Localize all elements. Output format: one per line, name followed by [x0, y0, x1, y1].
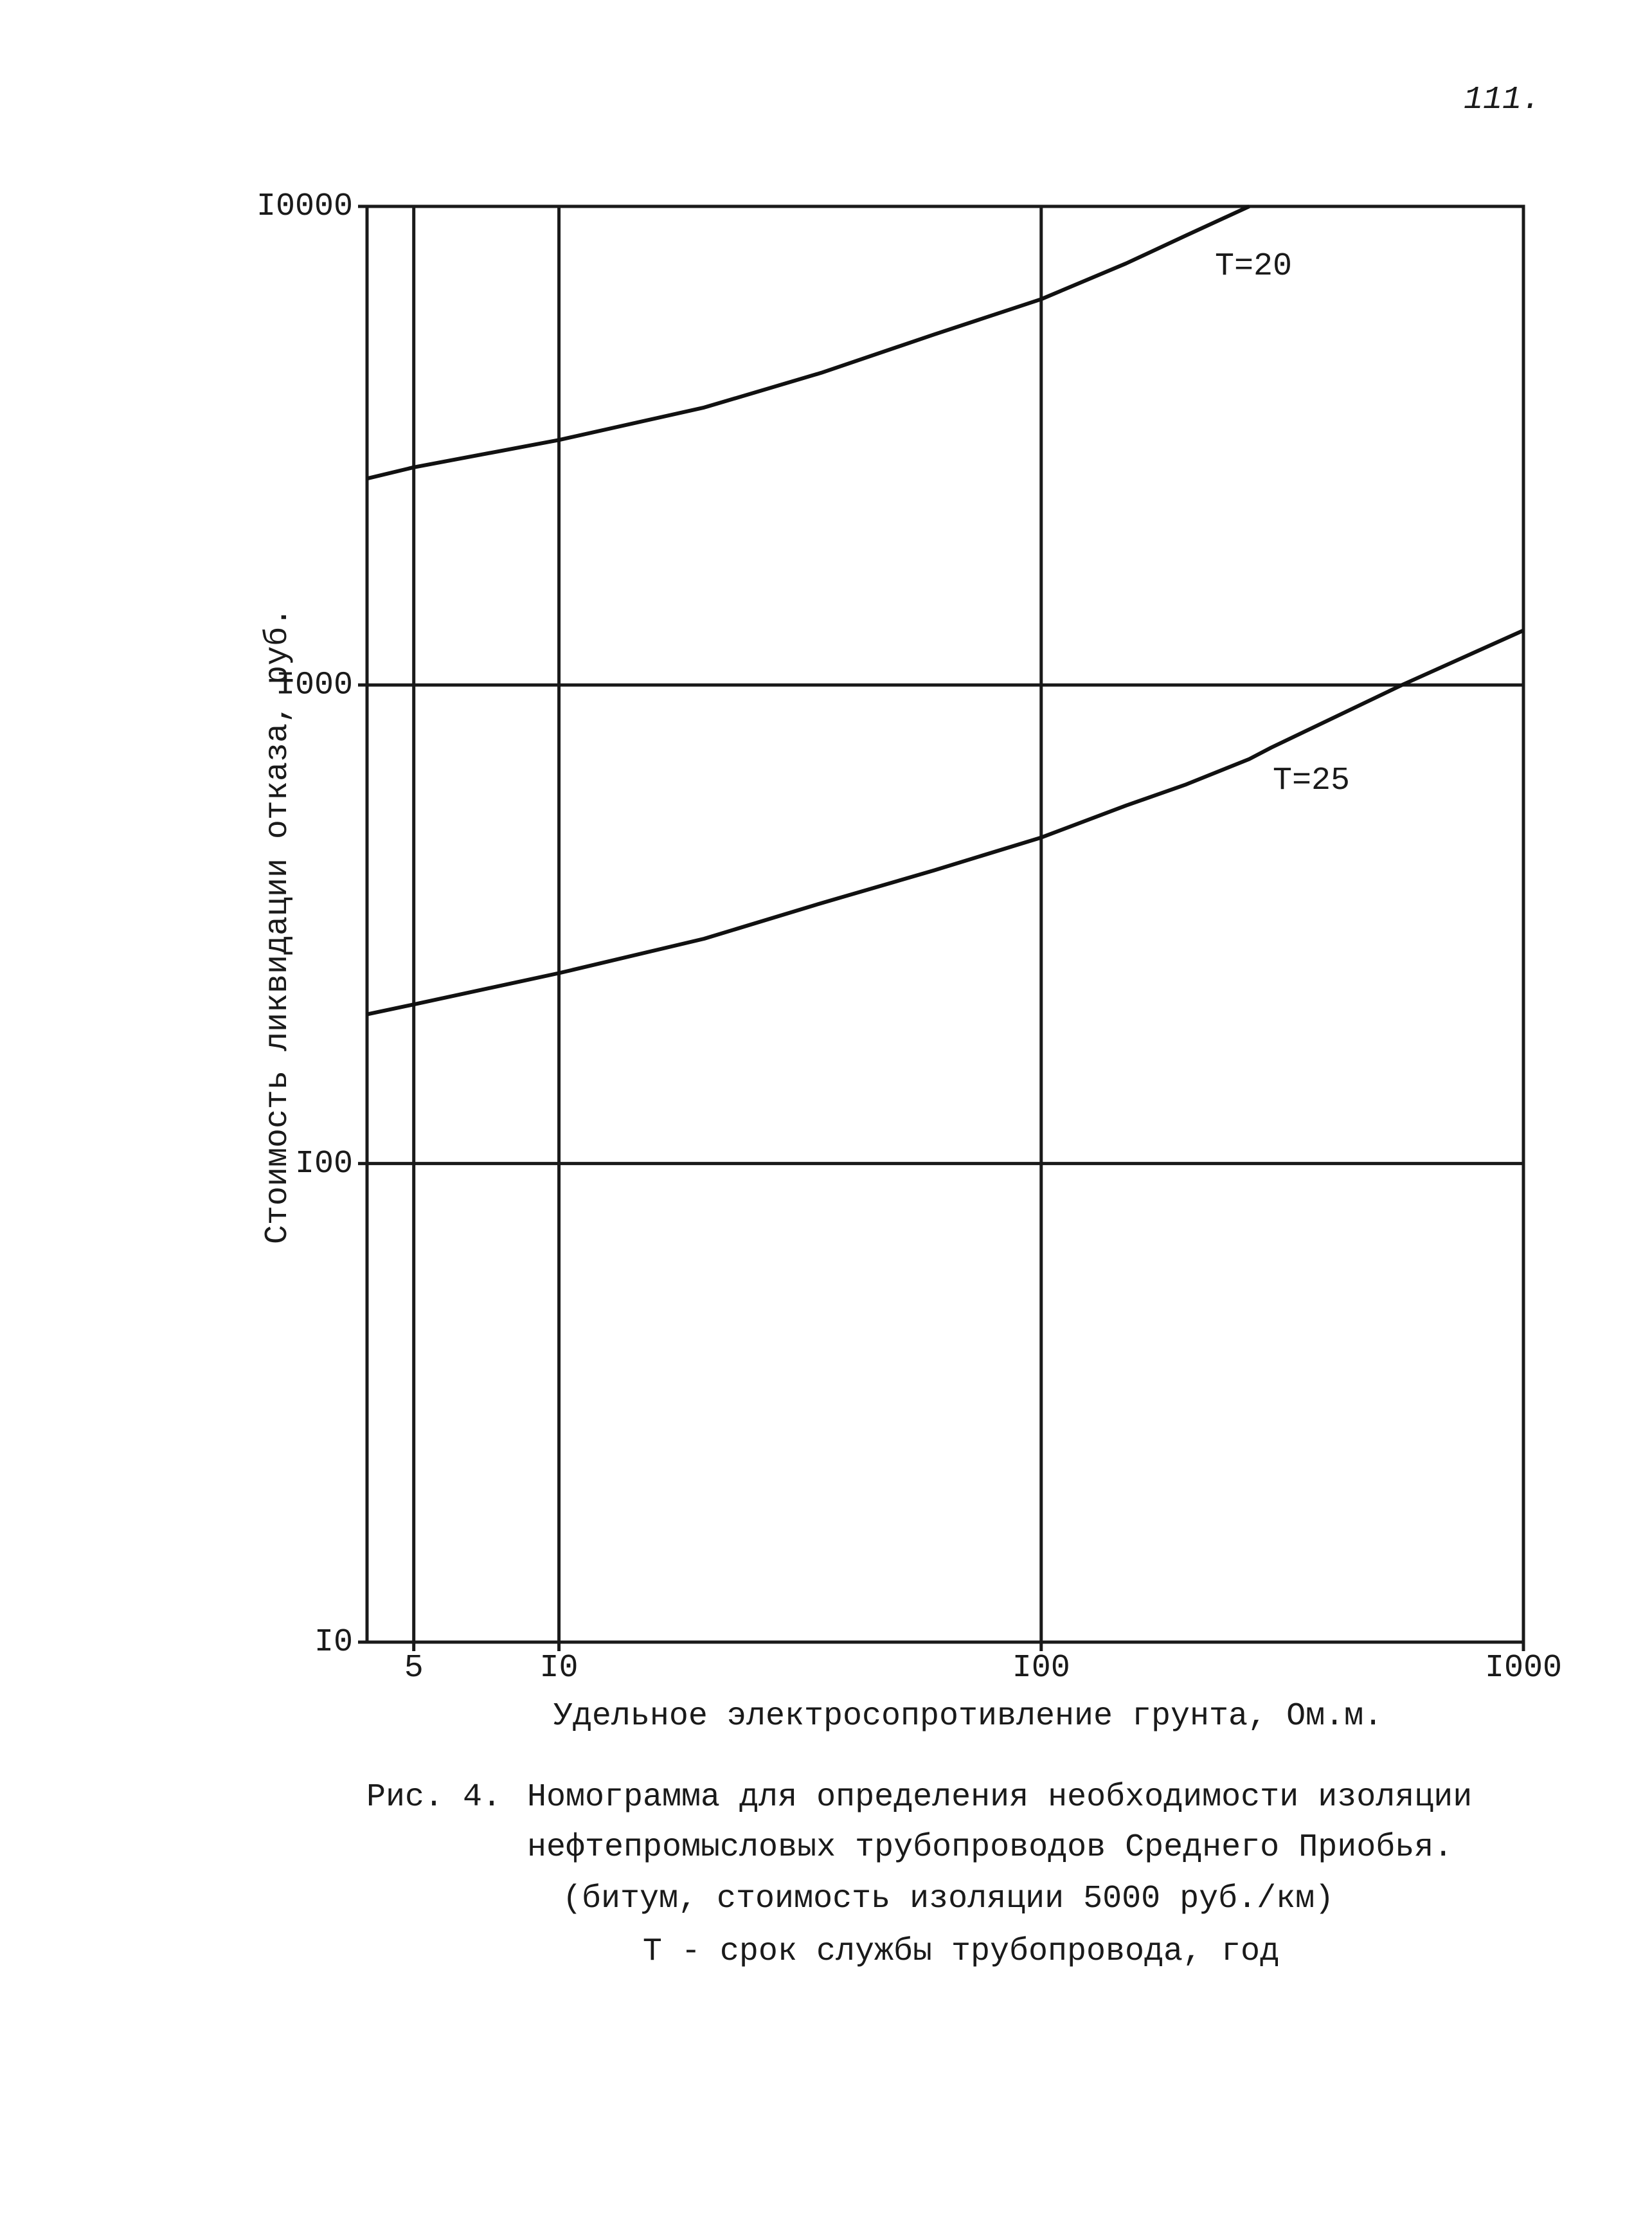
series-label: T=25: [1273, 763, 1350, 799]
x-axis-label: Удельное электросопротивление грунта, Ом…: [553, 1698, 1383, 1735]
caption-line: Номограмма для определения необходимости…: [527, 1779, 1472, 1816]
data-line: [366, 628, 1525, 1017]
series-label: T=20: [1215, 248, 1292, 285]
y-tick-label: I0000: [256, 188, 353, 225]
y-tick-label: I000: [276, 667, 353, 704]
page-number: 111.: [1464, 82, 1541, 118]
y-axis-label: Стоимость ликвидации отказа, руб.: [260, 608, 296, 1244]
y-tick-label: I0: [314, 1624, 353, 1661]
data-line: [366, 204, 1250, 481]
caption-line: Т - срок службы трубопровода, год: [643, 1933, 1279, 1970]
x-tick-label: 5: [404, 1650, 424, 1686]
caption-label: Рис. 4.: [366, 1779, 501, 1816]
x-tick-label: I000: [1485, 1650, 1562, 1686]
plot-frame: [365, 204, 1525, 1644]
x-tick-label: I00: [1012, 1650, 1070, 1686]
caption-line: нефтепромысловых трубопроводов Среднего …: [527, 1829, 1453, 1866]
caption-line: (битум, стоимость изоляции 5000 руб./км): [562, 1881, 1334, 1917]
y-tick-label: I00: [295, 1146, 353, 1182]
x-tick-label: I0: [540, 1650, 579, 1686]
